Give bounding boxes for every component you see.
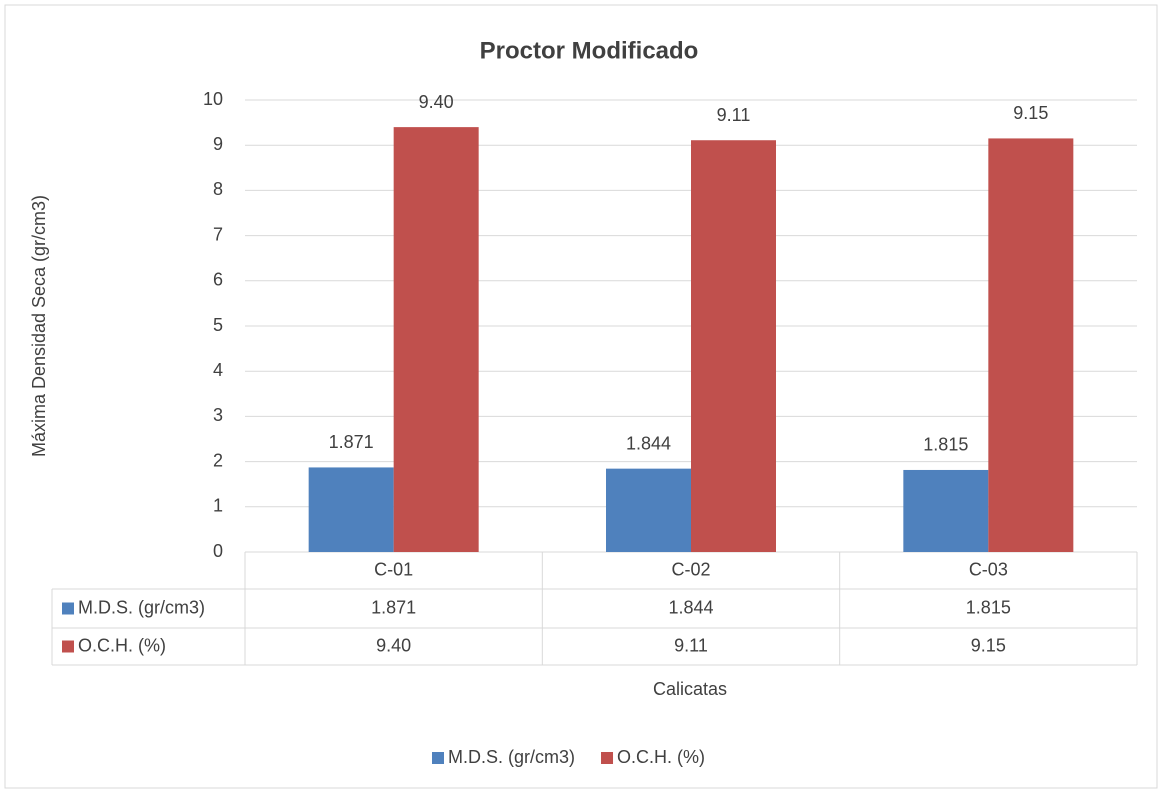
table-cell: 9.40 [376, 635, 411, 655]
y-tick-label: 0 [213, 541, 223, 561]
bar [691, 140, 776, 552]
table-legend-key [62, 602, 74, 615]
y-tick-label: 6 [213, 270, 223, 290]
legend-label: M.D.S. (gr/cm3) [448, 747, 575, 767]
table-cell: 1.871 [371, 597, 416, 617]
legend-key [432, 752, 444, 764]
chart-border [4, 4, 1158, 789]
y-tick-label: 4 [213, 360, 223, 380]
chart-title: Proctor Modificado [480, 37, 699, 64]
table-legend-key [62, 640, 74, 653]
y-tick-label: 8 [213, 179, 223, 199]
table-cell: 9.15 [971, 635, 1006, 655]
y-tick-label: 5 [213, 315, 223, 335]
bar [308, 467, 394, 552]
bar [988, 138, 1074, 553]
y-axis-title: Máxima Densidad Seca (gr/cm3) [29, 195, 49, 457]
x-tick-label: C-02 [671, 559, 710, 579]
data-label: 1.844 [626, 433, 671, 453]
y-tick-label: 3 [213, 405, 223, 425]
table-row-label: M.D.S. (gr/cm3) [78, 597, 205, 617]
y-tick-label: 10 [203, 89, 223, 109]
data-label: 9.40 [419, 92, 454, 112]
table-cell: 9.11 [674, 635, 708, 655]
table-cell: 1.844 [668, 597, 713, 617]
y-tick-label: 9 [213, 134, 223, 154]
legend-key [601, 752, 614, 764]
table-row-label: O.C.H. (%) [78, 635, 166, 655]
x-tick-label: C-03 [969, 559, 1008, 579]
data-label: 1.871 [329, 432, 374, 452]
legend-label: O.C.H. (%) [617, 747, 705, 767]
x-tick-label: C-01 [374, 559, 413, 579]
table-cell: 1.815 [966, 597, 1011, 617]
data-label: 9.15 [1013, 103, 1048, 123]
bar [606, 468, 691, 552]
y-tick-label: 1 [213, 496, 223, 516]
bar [393, 127, 479, 553]
data-label: 9.11 [717, 105, 751, 125]
bar [903, 469, 989, 552]
y-tick-label: 7 [213, 224, 223, 244]
data-label: 1.815 [923, 435, 968, 455]
y-tick-label: 2 [213, 450, 223, 470]
x-axis-title: Calicatas [653, 679, 727, 699]
